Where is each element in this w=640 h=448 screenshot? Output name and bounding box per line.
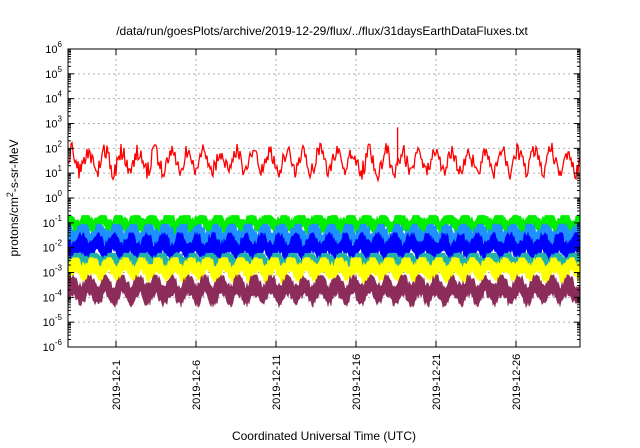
y-tick-label: 106 <box>45 40 62 56</box>
y-axis-ticks: 106 105 104 103 102 101 100 10-1 10-2 10-3 10-4 10-… <box>43 40 580 354</box>
y-tick-label: 102 <box>45 139 62 155</box>
x-tick-label: 2019-12-6 <box>191 360 203 410</box>
y-tick-label: 101 <box>45 164 62 180</box>
chart-title: /data/run/goesPlots/archive/2019-12-29/f… <box>116 24 528 38</box>
x-tick-label: 2019-12-11 <box>271 355 283 410</box>
y-tick-label: 10-6 <box>43 338 63 354</box>
x-tick-label: 2019-12-1 <box>111 360 123 410</box>
y-tick-label: 10-1 <box>43 214 63 230</box>
y-tick-label: 10-3 <box>43 264 63 280</box>
series-layer <box>67 127 581 309</box>
x-axis-label: Coordinated Universal Time (UTC) <box>232 429 416 443</box>
y-axis-label-rest: -s-sr-MeV <box>7 139 21 192</box>
y-tick-label: 100 <box>45 189 62 205</box>
x-tick-label: 2019-12-16 <box>351 354 363 410</box>
y-tick-label: 103 <box>45 115 62 131</box>
series-0 <box>67 127 581 183</box>
y-tick-label: 10-4 <box>43 288 63 304</box>
y-axis-label-sup: 2 <box>5 192 15 197</box>
y-tick-label: 10-5 <box>43 313 63 329</box>
y-axis-label-main: protons/cm <box>7 197 21 256</box>
y-tick-label: 104 <box>45 90 62 106</box>
x-tick-label: 2019-12-21 <box>431 354 443 410</box>
x-tick-label: 2019-12-26 <box>511 354 523 410</box>
y-tick-label: 105 <box>45 65 62 81</box>
y-axis-label: protons/cm2-s-sr-MeV <box>5 139 21 256</box>
series-0-line <box>67 141 581 183</box>
y-tick-label: 10-2 <box>43 239 63 255</box>
x-axis-ticks: 2019-12-1 2019-12-6 2019-12-11 2019-12-16 20… <box>111 49 523 410</box>
